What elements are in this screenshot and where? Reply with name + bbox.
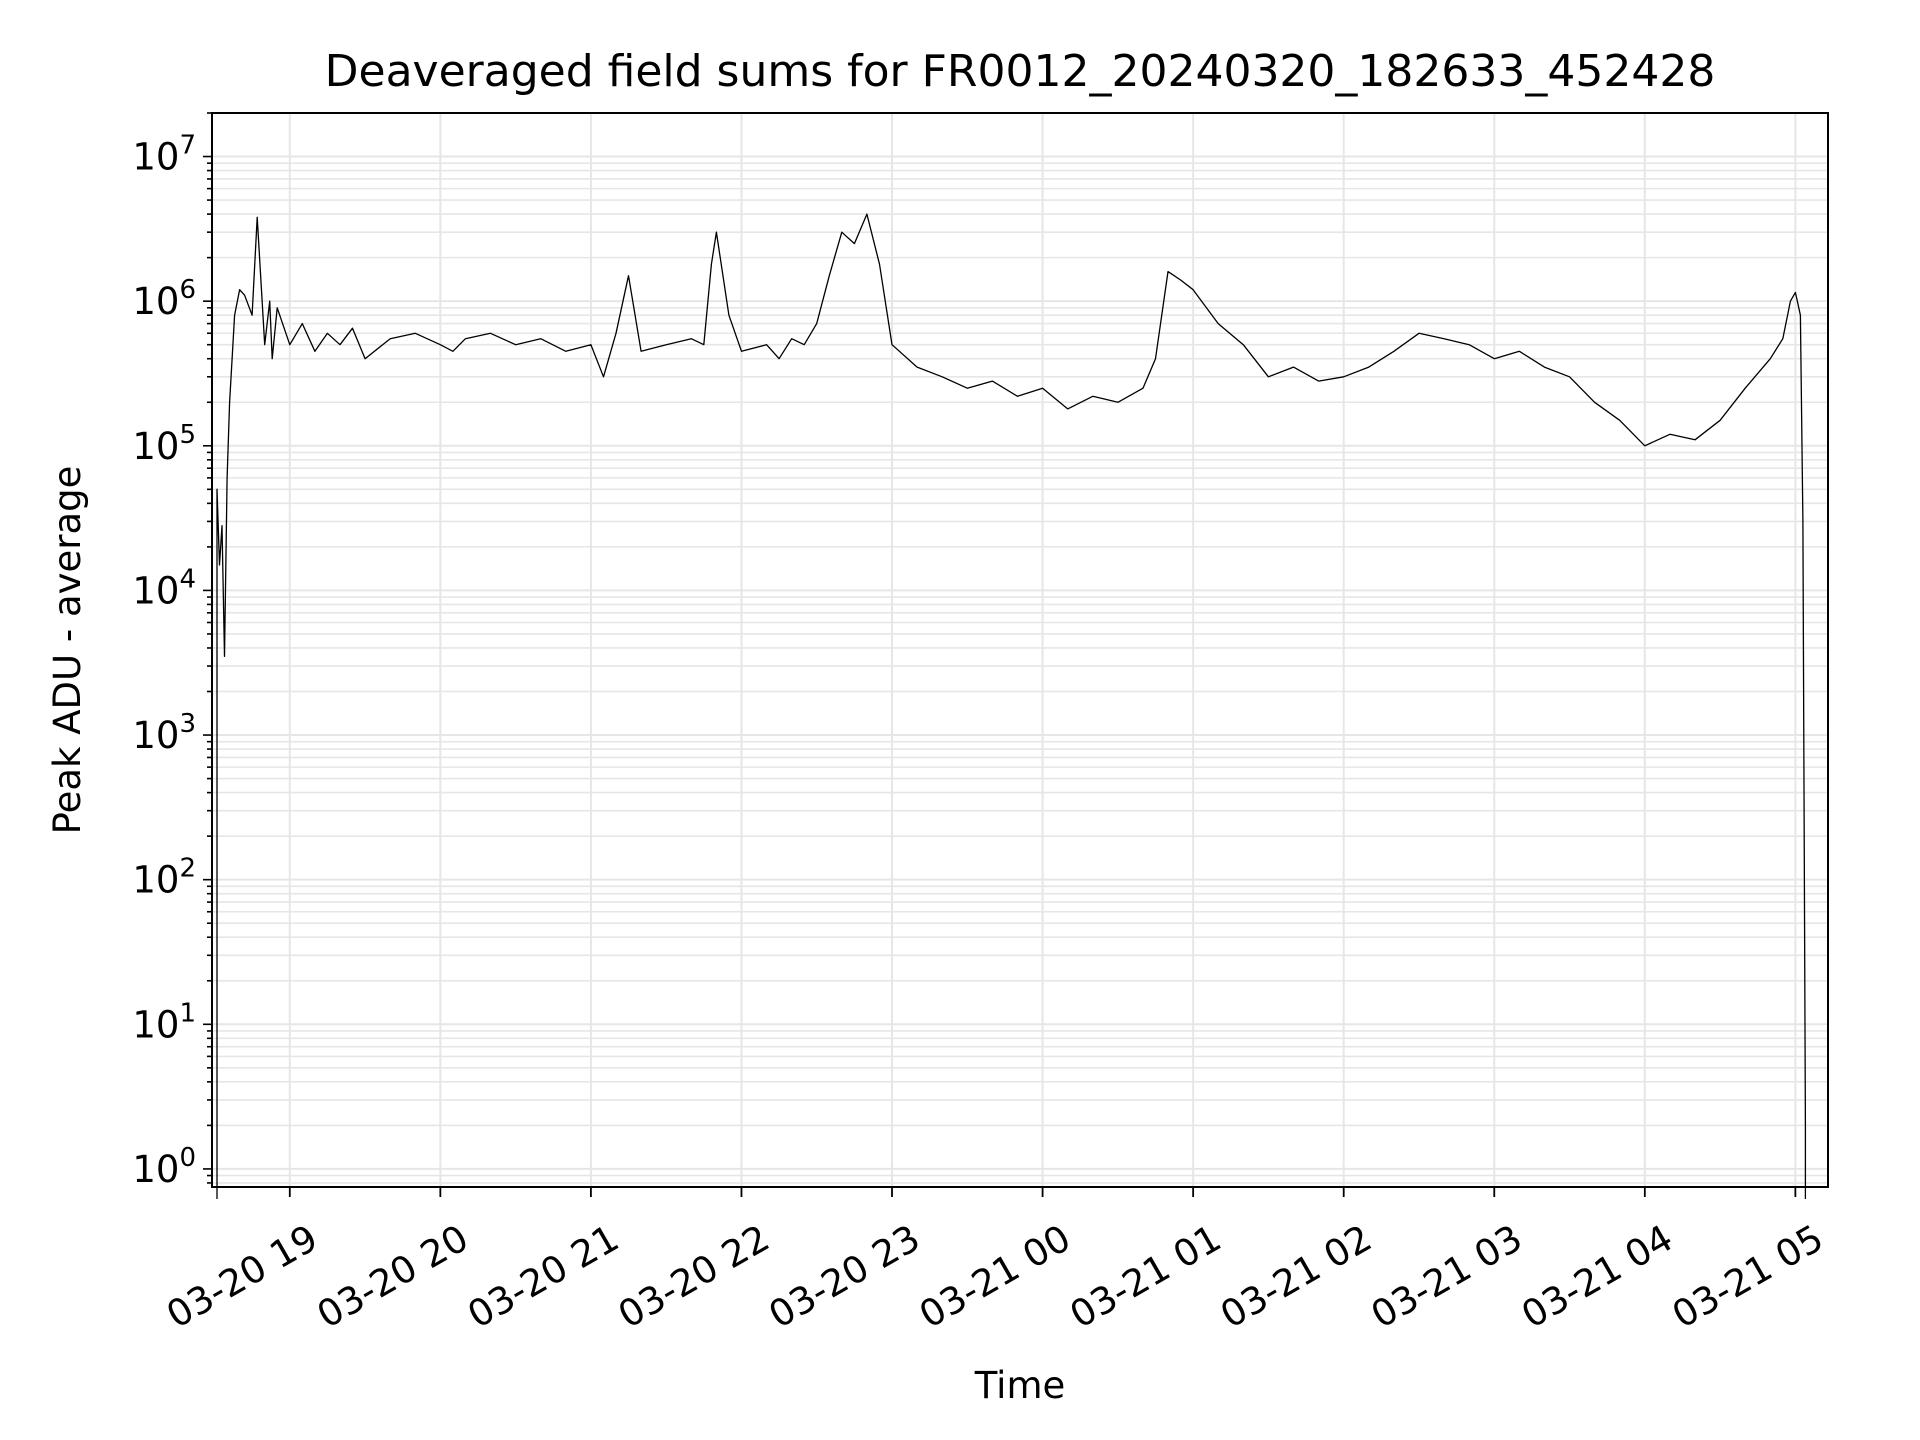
y-tick-label: 103 [132,709,196,757]
y-tick-label: 101 [132,998,196,1046]
x-tick-label: 03-20 22 [611,1216,777,1336]
x-tick-label: 03-21 04 [1514,1216,1680,1336]
chart-title: Deaveraged field sums for FR0012_2024032… [325,46,1716,97]
series-line [216,213,1807,1199]
y-tick-label: 100 [132,1143,196,1191]
x-tick-label: 03-21 05 [1665,1216,1831,1336]
x-tick-label: 03-21 03 [1364,1216,1530,1336]
y-axis-ticks: 100 101 102 103 104 105 106 107 [132,112,212,1191]
y-tick-label: 107 [132,131,196,179]
y-tick-label: 104 [132,564,196,612]
x-tick-label: 03-20 19 [159,1216,325,1336]
x-tick-label: 03-20 20 [310,1216,476,1336]
y-tick-label: 106 [132,275,196,323]
x-axis-label: Time [974,1364,1066,1407]
x-tick-label: 03-20 21 [460,1216,626,1336]
x-tick-label: 03-21 01 [1063,1216,1229,1336]
grid-lines [212,112,1828,1187]
y-tick-label: 105 [132,420,196,468]
y-tick-label: 102 [132,854,196,902]
x-tick-label: 03-20 23 [762,1216,928,1336]
y-axis-label: Peak ADU - average [46,466,89,835]
plot-area-frame [211,112,1829,1188]
x-tick-label: 03-21 02 [1213,1216,1379,1336]
x-tick-label: 03-21 00 [912,1216,1078,1336]
